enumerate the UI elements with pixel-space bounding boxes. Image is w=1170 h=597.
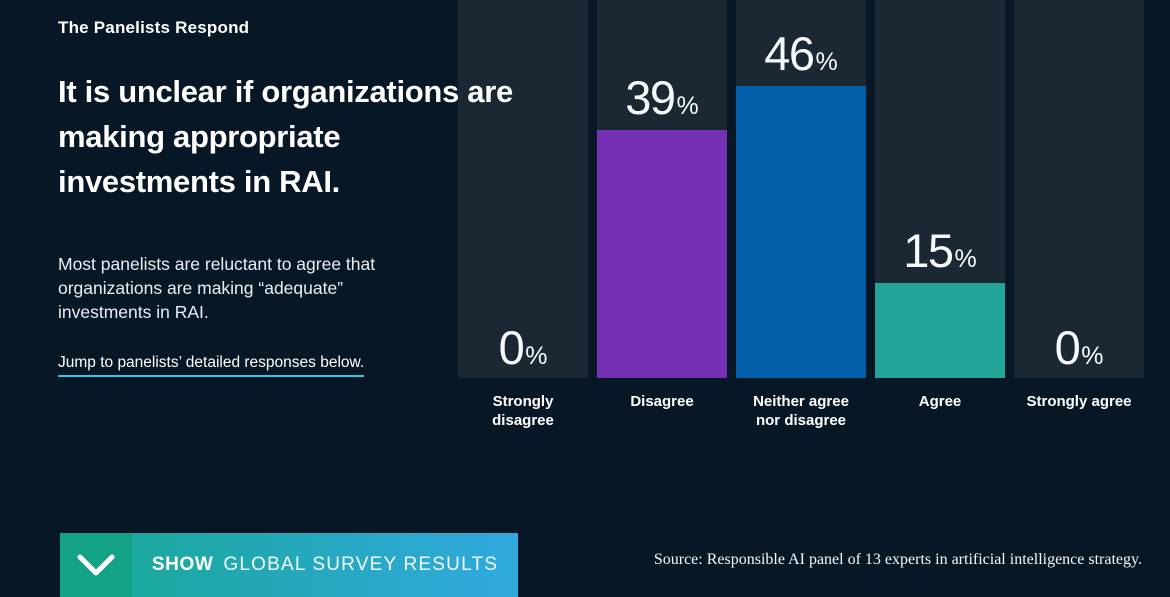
cta-label: SHOW GLOBAL SURVEY RESULTS: [132, 533, 518, 597]
cta-label-bold: SHOW: [151, 554, 214, 575]
bar-value-label: 0%: [498, 321, 548, 374]
category-label: Disagree: [630, 393, 694, 410]
bar-track: 39%: [597, 0, 727, 378]
bar-track: 0%: [458, 0, 588, 378]
heading-line: investments in RAI.: [58, 164, 340, 199]
bar: [875, 283, 1005, 378]
bar-track: 0%: [1014, 0, 1144, 378]
section-description: Most panelists are reluctant to agree th…: [58, 252, 375, 324]
eyebrow-title: The Panelists Respond: [58, 18, 250, 37]
bar-track: 46%: [736, 0, 866, 378]
source-note: Source: Responsible AI panel of 13 exper…: [653, 551, 1142, 568]
description-line: investments in RAI.: [58, 302, 209, 322]
bar-value-label: 39%: [625, 71, 699, 124]
jump-to-responses-link[interactable]: Jump to panelists’ detailed responses be…: [58, 354, 365, 377]
bar-value-label: 15%: [903, 224, 977, 277]
survey-bar-chart: 0% Strongly disagree 39% Disagree 46% Neither…: [458, 0, 1170, 440]
heading-line: It is unclear if organizations are: [58, 74, 513, 109]
chevron-down-icon: [60, 533, 132, 597]
cta-label-rest: GLOBAL SURVEY RESULTS: [223, 554, 499, 575]
section-heading: It is unclear if organizations are makin…: [58, 69, 513, 204]
category-label: Neither agree nor disagree: [753, 393, 849, 429]
bar-value-label: 0%: [1054, 321, 1104, 374]
description-line: organizations are making “adequate”: [58, 278, 344, 298]
show-global-survey-results-button[interactable]: SHOW GLOBAL SURVEY RESULTS: [60, 533, 518, 597]
bar-track: 15%: [875, 0, 1005, 378]
bar: [597, 130, 727, 378]
bar: [736, 86, 866, 378]
bar-value-label: 46%: [764, 27, 838, 80]
description-line: Most panelists are reluctant to agree th…: [58, 254, 376, 274]
category-label: Strongly disagree: [492, 393, 554, 429]
heading-line: making appropriate: [58, 119, 341, 154]
category-label: Agree: [918, 393, 962, 410]
category-label: Strongly agree: [1026, 393, 1132, 410]
